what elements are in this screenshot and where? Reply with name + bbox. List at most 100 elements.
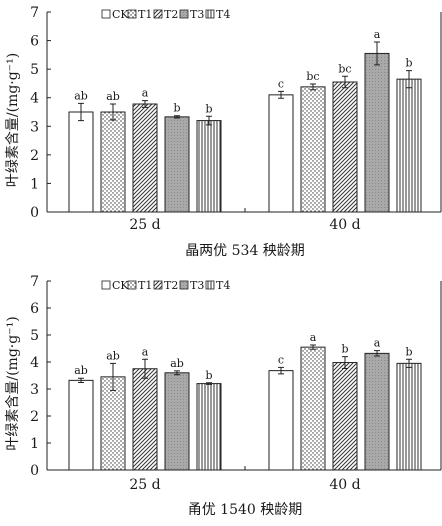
legend-label-t1: T1 [138, 8, 152, 21]
significance-letter: b [205, 369, 212, 382]
bar-t1-40d [300, 86, 326, 213]
significance-letter: b [173, 102, 180, 115]
y-axis-label: 叶绿素含量/(mg·g⁻¹) [5, 316, 21, 450]
legend-swatch-ck [101, 280, 111, 290]
significance-letter: c [278, 353, 284, 366]
y-tick-label: 4 [30, 91, 39, 107]
legend-swatch-t2 [153, 9, 163, 19]
y-tick-label: 3 [30, 382, 39, 398]
error-bar [406, 358, 412, 368]
legend-label-t1: T1 [138, 279, 152, 292]
chart-title: 甬优 1540 秧龄期 [188, 502, 303, 518]
significance-letter: a [374, 28, 381, 41]
bar-t4-40d [396, 78, 422, 213]
y-tick-label: 3 [30, 119, 39, 135]
y-tick-label: 2 [30, 409, 39, 425]
legend-swatch-t1 [127, 280, 137, 290]
bar-t4-40d [396, 362, 422, 471]
legend-label-t2: T2 [164, 8, 178, 21]
bar-t1-25d [100, 376, 126, 471]
bar-t4-25d [196, 120, 222, 213]
error-bar [342, 75, 348, 89]
y-tick-label: 5 [30, 328, 39, 344]
significance-letter: bc [338, 62, 351, 75]
error-bar [278, 90, 284, 99]
error-bar [174, 115, 180, 119]
bar-t3-25d [164, 372, 190, 471]
error-bar [174, 370, 180, 376]
legend-label-ck: CK [112, 8, 129, 21]
bar-ck-25d [68, 111, 94, 213]
error-bar [374, 41, 380, 66]
bar-t1-25d [100, 111, 126, 213]
x-tick-label: 25 d [129, 217, 160, 233]
significance-letter: ab [106, 349, 120, 362]
significance-letter: a [142, 87, 149, 100]
error-bar [342, 356, 348, 369]
significance-letter: b [405, 57, 412, 70]
bar-t2-40d [332, 81, 358, 213]
legend-swatch-t4 [205, 280, 215, 290]
y-tick-label: 5 [30, 62, 39, 78]
y-tick-label: 6 [30, 301, 39, 317]
legend-label-ck: CK [112, 279, 129, 292]
error-bar [206, 382, 212, 385]
legend-label-t4: T4 [216, 279, 230, 292]
error-bar [310, 344, 316, 350]
x-tick-label: 25 d [129, 477, 160, 493]
significance-letter: b [205, 102, 212, 115]
significance-letter: c [278, 77, 284, 90]
y-tick-label: 0 [30, 205, 39, 221]
y-tick-label: 1 [30, 436, 39, 452]
error-bar [374, 350, 380, 357]
legend-swatch-t4 [205, 9, 215, 19]
y-tick-label: 7 [30, 5, 39, 21]
significance-letter: bc [306, 70, 319, 83]
y-tick-label: 7 [30, 274, 39, 290]
legend-label-t3: T3 [190, 8, 204, 21]
bar-t1-40d [300, 346, 326, 471]
error-bar [78, 377, 84, 384]
bar-t2-25d [132, 103, 158, 213]
legend-swatch-t3 [179, 9, 189, 19]
error-bar [206, 115, 212, 126]
bar-t2-40d [332, 362, 358, 471]
bar-t2-25d [132, 368, 158, 471]
significance-letter: ab [106, 90, 120, 103]
error-bar [142, 358, 148, 379]
y-tick-label: 6 [30, 34, 39, 50]
error-bar [278, 366, 284, 375]
error-bar [142, 100, 148, 108]
error-bar [110, 362, 116, 391]
significance-letter: ab [74, 89, 88, 102]
legend-swatch-t3 [179, 280, 189, 290]
bar-t4-25d [196, 383, 222, 471]
error-bar [78, 102, 84, 122]
legend-label-t4: T4 [216, 8, 230, 21]
bar-t3-40d [364, 52, 390, 213]
significance-letter: b [405, 345, 412, 358]
y-tick-label: 0 [30, 463, 39, 479]
error-bar [310, 83, 316, 91]
bar-ck-40d [268, 370, 294, 471]
significance-letter: a [142, 345, 149, 358]
legend-swatch-t1 [127, 9, 137, 19]
bar-t3-25d [164, 116, 190, 213]
bar-t3-40d [364, 352, 390, 471]
x-tick-label: 40 d [329, 477, 360, 493]
x-tick-label: 40 d [329, 217, 360, 233]
legend-swatch-ck [101, 9, 111, 19]
error-bar [406, 70, 412, 89]
y-tick-label: 2 [30, 148, 39, 164]
legend-label-t2: T2 [164, 279, 178, 292]
significance-letter: b [341, 343, 348, 356]
y-axis-label: 叶绿素含量/(mg·g⁻¹) [5, 53, 21, 187]
y-tick-label: 1 [30, 176, 39, 192]
bar-ck-40d [268, 94, 294, 213]
legend-label-t3: T3 [190, 279, 204, 292]
significance-letter: ab [170, 357, 184, 370]
error-bar [110, 103, 116, 121]
